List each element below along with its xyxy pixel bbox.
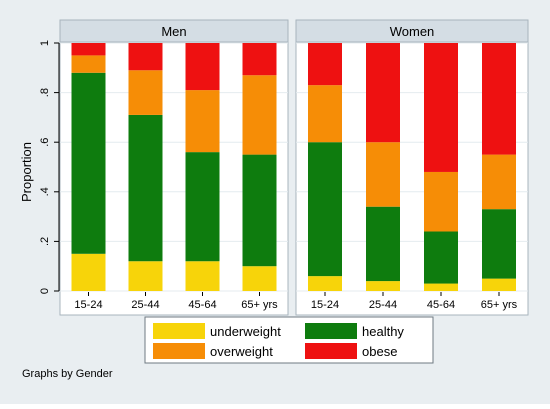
x-tick-label-15-24: 15-24	[311, 299, 339, 311]
panels: Men 15-24 25-44 45-64 65+ yrs Women 15-24 25-44…	[59, 19, 529, 316]
y-axis-label: Proportion	[19, 142, 34, 202]
bar-women-25-44-overweight	[366, 142, 400, 207]
x-tick-label-45-64: 45-64	[427, 299, 455, 311]
bar-women-15-24-overweight	[308, 85, 342, 143]
legend-swatch-healthy	[305, 323, 357, 339]
bar-men-45-64-underweight	[185, 261, 220, 291]
bar-men-45-64-overweight	[185, 90, 220, 153]
panel-women: Women 15-24 25-44 45-64 65+ yrs	[295, 19, 529, 316]
legend-label-obese: obese	[362, 344, 397, 359]
bar-women-45-64-obese	[424, 43, 458, 172]
bar-men-65-yrs-underweight	[242, 266, 277, 291]
bar-men-15-24-healthy	[71, 72, 106, 254]
y-axis: 0 .2 .4 .6 .8 1	[39, 40, 60, 294]
graphs-by-note: Graphs by Gender	[22, 368, 113, 380]
y-tick-label-1: .2	[39, 237, 51, 246]
y-tick-label-3: .6	[39, 138, 51, 147]
y-tick-label-4: .8	[39, 88, 51, 97]
x-tick-label-45-64: 45-64	[188, 299, 216, 311]
bar-women-15-24-obese	[308, 43, 342, 86]
panel-strip	[59, 19, 289, 43]
bar-women-25-44-healthy	[366, 206, 400, 282]
y-tick-label-2: .4	[39, 187, 51, 196]
legend-label-overweight: overweight	[210, 344, 273, 359]
bar-women-65-yrs-obese	[482, 43, 516, 155]
bar-women-65-yrs-underweight	[482, 278, 516, 291]
bar-women-25-44-underweight	[366, 281, 400, 291]
bar-women-15-24-healthy	[308, 142, 342, 277]
bar-men-45-64-obese	[185, 43, 220, 91]
bar-women-25-44-obese	[366, 43, 400, 143]
bar-men-45-64-healthy	[185, 152, 220, 262]
bar-men-65-yrs-obese	[242, 43, 277, 76]
y-tick-label-0: 0	[39, 288, 51, 294]
legend-label-underweight: underweight	[210, 324, 281, 339]
bar-men-15-24-underweight	[71, 253, 106, 291]
legend-swatch-overweight	[153, 343, 205, 359]
x-tick-label-15-24: 15-24	[74, 299, 102, 311]
legend-label-healthy: healthy	[362, 324, 404, 339]
bar-men-25-44-healthy	[128, 114, 163, 262]
bar-women-65-yrs-healthy	[482, 209, 516, 279]
bar-women-15-24-underweight	[308, 276, 342, 291]
bar-men-25-44-obese	[128, 43, 163, 71]
panel-title: Men	[161, 24, 186, 39]
legend: underweight healthy overweight obese	[144, 316, 434, 364]
legend-swatch-underweight	[153, 323, 205, 339]
y-tick-label-5: 1	[39, 40, 51, 46]
x-tick-label-65-yrs: 65+ yrs	[481, 299, 518, 311]
bar-women-45-64-underweight	[424, 283, 458, 291]
x-tick-label-25-44: 25-44	[369, 299, 397, 311]
bar-men-65-yrs-healthy	[242, 154, 277, 267]
x-tick-label-25-44: 25-44	[131, 299, 159, 311]
legend-swatch-obese	[305, 343, 357, 359]
bar-women-45-64-healthy	[424, 231, 458, 284]
x-tick-label-65-yrs: 65+ yrs	[241, 299, 278, 311]
bar-women-45-64-overweight	[424, 171, 458, 232]
bar-men-25-44-underweight	[128, 261, 163, 291]
bar-men-15-24-obese	[71, 43, 106, 56]
bar-women-65-yrs-overweight	[482, 154, 516, 210]
panel-strip	[295, 19, 529, 43]
panel-men: Men 15-24 25-44 45-64 65+ yrs	[59, 19, 289, 316]
panel-title: Women	[390, 24, 435, 39]
bar-men-25-44-overweight	[128, 70, 163, 115]
bar-men-65-yrs-overweight	[242, 75, 277, 155]
bar-men-15-24-overweight	[71, 55, 106, 73]
